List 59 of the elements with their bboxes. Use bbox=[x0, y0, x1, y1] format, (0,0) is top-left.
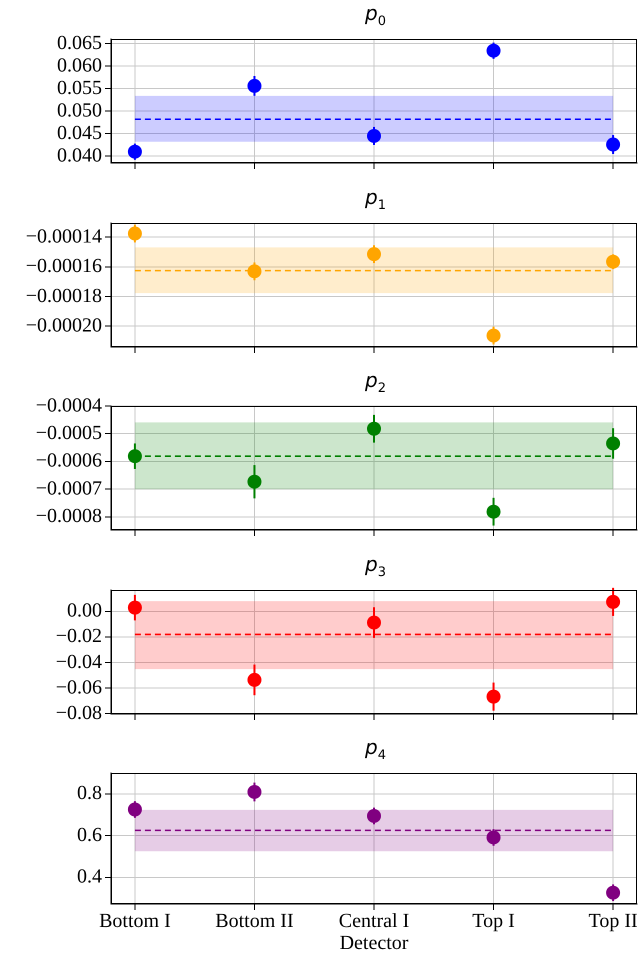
point bbox=[367, 128, 381, 143]
chart-title: p$_{0}$ bbox=[364, 1, 387, 31]
y-tick-label: 0.050 bbox=[57, 99, 102, 122]
chart-title: p$_{3}$ bbox=[364, 552, 387, 582]
point bbox=[247, 78, 262, 93]
point bbox=[486, 689, 501, 704]
point bbox=[128, 144, 142, 159]
point bbox=[367, 615, 381, 630]
y-tick-label: 0.6 bbox=[77, 824, 102, 846]
x-tick-label: Top I bbox=[472, 910, 515, 932]
point bbox=[486, 504, 501, 519]
y-tick-label: −0.04 bbox=[56, 650, 102, 672]
point bbox=[606, 886, 620, 900]
x-tick-label: Bottom I bbox=[99, 910, 171, 932]
y-tick-label: 0.040 bbox=[57, 144, 102, 166]
y-tick-label: 0.4 bbox=[77, 866, 102, 888]
point bbox=[128, 226, 142, 240]
point bbox=[367, 422, 381, 436]
y-tick-label: −0.06 bbox=[56, 676, 102, 698]
point bbox=[247, 264, 262, 278]
x-tick-label: Central I bbox=[338, 910, 410, 932]
y-tick-label: −0.00014 bbox=[26, 224, 102, 247]
chart-title: p$_{1}$ bbox=[364, 184, 387, 214]
y-tick-label: −0.0004 bbox=[36, 394, 102, 416]
chart-title: p$_{4}$ bbox=[364, 735, 387, 765]
y-tick-label: −0.0008 bbox=[36, 505, 102, 528]
point bbox=[486, 328, 501, 342]
point bbox=[606, 436, 620, 450]
y-tick-label: −0.00018 bbox=[26, 284, 102, 306]
point bbox=[606, 254, 620, 268]
point bbox=[606, 138, 620, 152]
y-tick-label: −0.00016 bbox=[26, 254, 102, 277]
y-tick-label: 0.065 bbox=[57, 32, 102, 54]
point bbox=[247, 784, 262, 799]
y-tick-label: 0.00 bbox=[67, 599, 102, 622]
y-tick-label: 0.045 bbox=[57, 122, 102, 144]
point bbox=[486, 44, 501, 58]
y-tick-label: −0.00020 bbox=[26, 314, 102, 336]
x-tick-label: Top II bbox=[588, 910, 638, 932]
point bbox=[486, 830, 501, 844]
chart-title: p$_{2}$ bbox=[364, 368, 387, 398]
point bbox=[128, 449, 142, 464]
x-tick-label: Bottom II bbox=[215, 910, 294, 932]
x-axis-title: Detector bbox=[340, 932, 409, 954]
point bbox=[367, 246, 381, 261]
y-tick-label: 0.8 bbox=[77, 782, 102, 804]
y-tick-label: −0.0007 bbox=[36, 477, 102, 500]
point bbox=[247, 672, 262, 686]
point bbox=[606, 594, 620, 608]
point bbox=[128, 600, 142, 614]
y-tick-label: −0.08 bbox=[56, 701, 102, 724]
y-tick-label: −0.0006 bbox=[36, 450, 102, 472]
point bbox=[247, 474, 262, 489]
y-tick-label: −0.02 bbox=[56, 624, 102, 647]
point bbox=[367, 808, 381, 823]
y-tick-label: 0.055 bbox=[57, 76, 102, 99]
y-tick-label: −0.0005 bbox=[36, 422, 102, 444]
point bbox=[128, 802, 142, 817]
y-tick-label: 0.060 bbox=[57, 54, 102, 76]
